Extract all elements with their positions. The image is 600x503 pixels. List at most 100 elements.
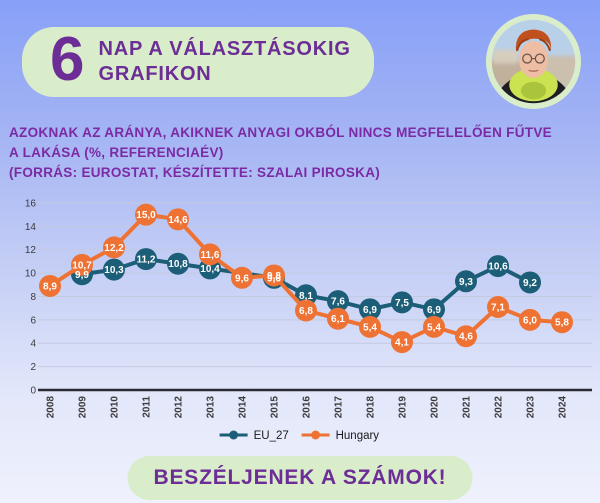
- data-point-label-eu_27: 9,9: [75, 270, 89, 281]
- data-point-marker-hungary: [391, 331, 413, 354]
- series-line-hungary: [48, 212, 563, 345]
- y-tick-label: 12: [25, 245, 37, 256]
- data-point-marker-eu_27: [295, 284, 317, 307]
- data-point-marker-hungary: [263, 264, 285, 287]
- data-point-label-hungary: 5,4: [363, 322, 377, 333]
- data-point-marker-hungary: [551, 311, 573, 334]
- data-point-marker-hungary: [39, 274, 61, 297]
- chart-title: AZOKNAK AZ ARÁNYA, AKIKNEK ANYAGI OKBÓL …: [9, 123, 594, 183]
- data-point-label-eu_27: 7,5: [395, 298, 409, 309]
- data-point-marker-hungary: [423, 315, 445, 338]
- data-point-marker-hungary: [327, 307, 349, 330]
- data-point-marker-hungary: [135, 203, 157, 226]
- profile-photo-illustration: [485, 13, 582, 110]
- header-line2: GRAFIKON: [98, 63, 212, 85]
- data-point-label-eu_27: 7,6: [331, 297, 345, 308]
- data-point-label-hungary: 7,1: [491, 303, 505, 314]
- data-point-marker-hungary: [455, 325, 477, 348]
- y-tick-label: 16: [25, 198, 37, 209]
- legend-label: EU_27: [254, 430, 289, 442]
- x-tick-label: 2024: [558, 396, 569, 419]
- line-chart-svg: 0 2 4 6 8 10 12 14 16 2008 2009 2010 2011 2012 2013 201…: [25, 198, 592, 442]
- y-tick-label: 0: [30, 386, 36, 397]
- x-tick-label: 2020: [430, 396, 441, 419]
- data-point-label-hungary: 6,0: [523, 315, 537, 326]
- data-point-marker-hungary: [359, 315, 381, 338]
- data-point-marker-eu_27: [487, 255, 509, 278]
- chart-title-line3: (FORRÁS: EUROSTAT, KÉSZÍTETTE: SZALAI PI…: [9, 165, 381, 180]
- footer-banner: BESZÉLJENEK A SZÁMOK!: [127, 456, 473, 500]
- data-point-marker-hungary: [71, 253, 93, 276]
- data-point-label-hungary: 12,2: [104, 243, 124, 254]
- data-point-marker-eu_27: [135, 248, 157, 271]
- x-tick-label: 2016: [302, 396, 313, 419]
- data-point-label-hungary: 9,6: [235, 273, 249, 284]
- data-point-marker-hungary: [167, 208, 189, 231]
- data-point-marker-eu_27: [519, 271, 541, 294]
- photo-mouth: [528, 69, 539, 72]
- data-point-label-hungary: 10,7: [72, 260, 92, 271]
- data-point-label-hungary: 4,6: [459, 332, 473, 343]
- data-point-label-hungary: 9,8: [267, 271, 281, 282]
- line-chart: 0 2 4 6 8 10 12 14 16 2008 2009 2010 2011 2012 2013 201…: [0, 188, 600, 450]
- data-point-label-hungary: 5,4: [427, 322, 441, 333]
- footer-label: BESZÉLJENEK A SZÁMOK!: [153, 466, 447, 489]
- data-point-label-eu_27: 9,6: [267, 273, 281, 284]
- x-tick-label: 2009: [78, 396, 89, 419]
- x-tick-label: 2011: [142, 396, 153, 418]
- legend-marker-dot: [311, 430, 321, 440]
- data-point-marker-eu_27: [327, 290, 349, 313]
- data-point-label-eu_27: 11,2: [137, 255, 156, 266]
- data-point-marker-eu_27: [391, 291, 413, 314]
- header-banner: 6 NAP A VÁLASZTÁSOKIG GRAFIKON: [22, 27, 374, 97]
- data-point-label-hungary: 8,9: [43, 281, 57, 292]
- data-point-label-eu_27: 10,4: [200, 264, 220, 275]
- data-point-marker-eu_27: [423, 298, 445, 321]
- data-point-label-eu_27: 10,6: [488, 262, 508, 273]
- data-point-label-hungary: 6,8: [299, 306, 313, 317]
- x-tick-label: 2017: [334, 396, 345, 419]
- data-point-marker-eu_27: [167, 252, 189, 275]
- data-point-marker-hungary: [199, 243, 221, 266]
- x-tick-label: 2013: [206, 396, 217, 419]
- data-point-marker-eu_27: [103, 258, 125, 281]
- data-point-label-eu_27: 9,2: [523, 278, 537, 289]
- x-tick-label: 2012: [174, 396, 185, 419]
- y-tick-label: 14: [25, 222, 37, 233]
- x-tick-label: 2008: [46, 396, 57, 419]
- data-point-marker-eu_27: [359, 298, 381, 321]
- profile-photo: [485, 13, 582, 110]
- data-point-marker-hungary: [103, 236, 125, 259]
- data-point-marker-eu_27: [455, 270, 477, 293]
- chart-title-line1: AZOKNAK AZ ARÁNYA, AKIKNEK ANYAGI OKBÓL …: [9, 125, 552, 140]
- x-tick-label: 2019: [398, 396, 409, 419]
- x-tick-label: 2015: [270, 396, 281, 419]
- legend-marker-dot: [229, 430, 239, 440]
- x-tick-label: 2021: [462, 396, 473, 419]
- x-tick-label: 2010: [110, 396, 121, 419]
- photo-hair: [515, 29, 552, 52]
- data-point-label-eu_27: 6,9: [427, 305, 441, 316]
- header-title: NAP A VÁLASZTÁSOKIG GRAFIKON: [98, 37, 350, 87]
- data-point-marker-hungary: [231, 266, 253, 289]
- countdown-number: 6: [50, 25, 85, 94]
- y-tick-label: 4: [30, 339, 36, 350]
- data-point-label-hungary: 14,6: [168, 215, 188, 226]
- data-point-label-hungary: 15,0: [136, 210, 156, 221]
- data-point-marker-hungary: [487, 296, 509, 319]
- legend-label: Hungary: [336, 430, 380, 442]
- x-tick-label: 2014: [238, 396, 249, 419]
- data-point-label-eu_27: 6,9: [363, 305, 377, 316]
- y-tick-label: 2: [30, 362, 36, 373]
- data-point-label-hungary: 5,8: [555, 318, 569, 329]
- data-point-marker-hungary: [519, 308, 541, 331]
- y-tick-label: 8: [30, 292, 36, 303]
- data-point-marker-hungary: [295, 299, 317, 322]
- data-point-label-eu_27: 10,3: [104, 265, 124, 276]
- x-tick-label: 2023: [526, 396, 537, 419]
- x-tick-label: 2022: [494, 396, 505, 419]
- data-point-label-eu_27: 9,3: [459, 277, 473, 288]
- y-tick-label: 6: [30, 315, 36, 326]
- data-point-label-hungary: 11,6: [201, 250, 220, 261]
- y-tick-label: 10: [25, 269, 37, 280]
